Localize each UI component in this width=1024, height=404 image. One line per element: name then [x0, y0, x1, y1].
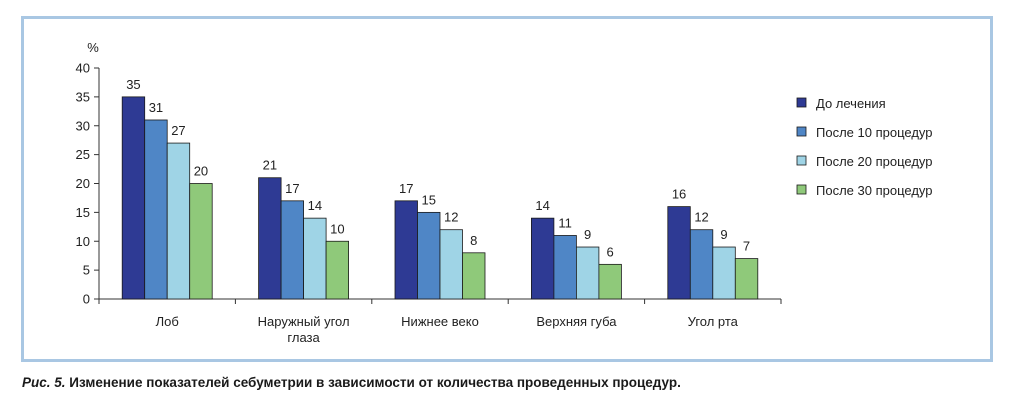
y-tick-label: 30: [76, 118, 90, 133]
data-label: 9: [720, 227, 727, 242]
legend-label: После 10 процедур: [816, 125, 933, 140]
data-label: 14: [308, 198, 322, 213]
category-label: Верхняя губа: [536, 314, 617, 329]
y-tick-label: 20: [76, 176, 90, 191]
category-label: глаза: [287, 330, 320, 345]
bar: [144, 119, 168, 300]
bar: [417, 211, 441, 300]
bar: [667, 206, 691, 300]
bar-chart: 0 5 10 15 20 25 30 35 40% 35 31 27 20 Лоб 21 17 14 10 Нару…: [76, 40, 933, 345]
bar: [189, 183, 213, 300]
bar: [530, 217, 555, 300]
y-tick-label: 0: [83, 292, 90, 307]
data-label: 16: [672, 187, 686, 202]
legend-label: После 30 процедур: [816, 183, 933, 198]
data-label: 21: [263, 158, 277, 173]
y-tick-label: 35: [76, 89, 90, 104]
data-label: 10: [330, 221, 344, 236]
caption-text: Изменение показателей себуметрии в завис…: [69, 375, 681, 390]
data-label: 12: [694, 210, 708, 225]
data-label: 8: [470, 233, 477, 248]
bar: [166, 142, 191, 300]
legend-label: До лечения: [816, 96, 886, 111]
bar: [689, 229, 714, 300]
legend-swatch: [796, 126, 807, 137]
data-label: 6: [607, 244, 614, 259]
data-label: 7: [743, 239, 750, 254]
data-label: 31: [149, 100, 163, 115]
bar: [734, 258, 759, 300]
bar: [325, 240, 350, 300]
data-label: 15: [422, 192, 436, 207]
data-label: 20: [194, 164, 208, 179]
data-label: 12: [444, 210, 458, 225]
y-tick-label: 5: [83, 263, 90, 278]
bar: [303, 217, 327, 300]
category-label: Нижнее веко: [401, 314, 479, 329]
chart-frame: 0 5 10 15 20 25 30 35 40% 35 31 27 20 Лоб 21 17 14 10 Нару…: [21, 16, 993, 362]
y-tick-label: 40: [76, 61, 90, 76]
legend-swatch: [796, 155, 807, 166]
data-label: 11: [558, 215, 572, 230]
bar: [394, 200, 418, 300]
y-tick-label: 15: [76, 205, 90, 220]
y-tick-label: 25: [76, 147, 90, 162]
data-label: 9: [584, 227, 591, 242]
bar: [439, 229, 463, 300]
y-tick-label: 10: [76, 234, 90, 249]
legend-swatch: [796, 184, 807, 195]
figure-number: Рис. 5.: [22, 375, 66, 390]
data-label: 35: [126, 77, 140, 92]
category-label: Угол рта: [688, 314, 739, 329]
bar: [280, 200, 305, 300]
category-label: Наружный угол: [258, 314, 350, 329]
figure-caption: Рис. 5. Изменение показателей себуметрии…: [22, 375, 681, 390]
data-label: 17: [285, 181, 299, 196]
bar: [712, 246, 736, 300]
bar: [258, 177, 282, 300]
bar: [553, 235, 577, 300]
legend-label: После 20 процедур: [816, 154, 933, 169]
bar: [462, 252, 486, 300]
bar: [121, 96, 146, 300]
y-axis-label: %: [87, 40, 99, 55]
bar: [598, 263, 622, 300]
data-label: 27: [171, 123, 185, 138]
data-label: 17: [399, 181, 413, 196]
bar: [576, 246, 600, 300]
legend-swatch: [796, 97, 807, 108]
category-label: Лоб: [156, 314, 179, 329]
data-label: 14: [535, 198, 549, 213]
